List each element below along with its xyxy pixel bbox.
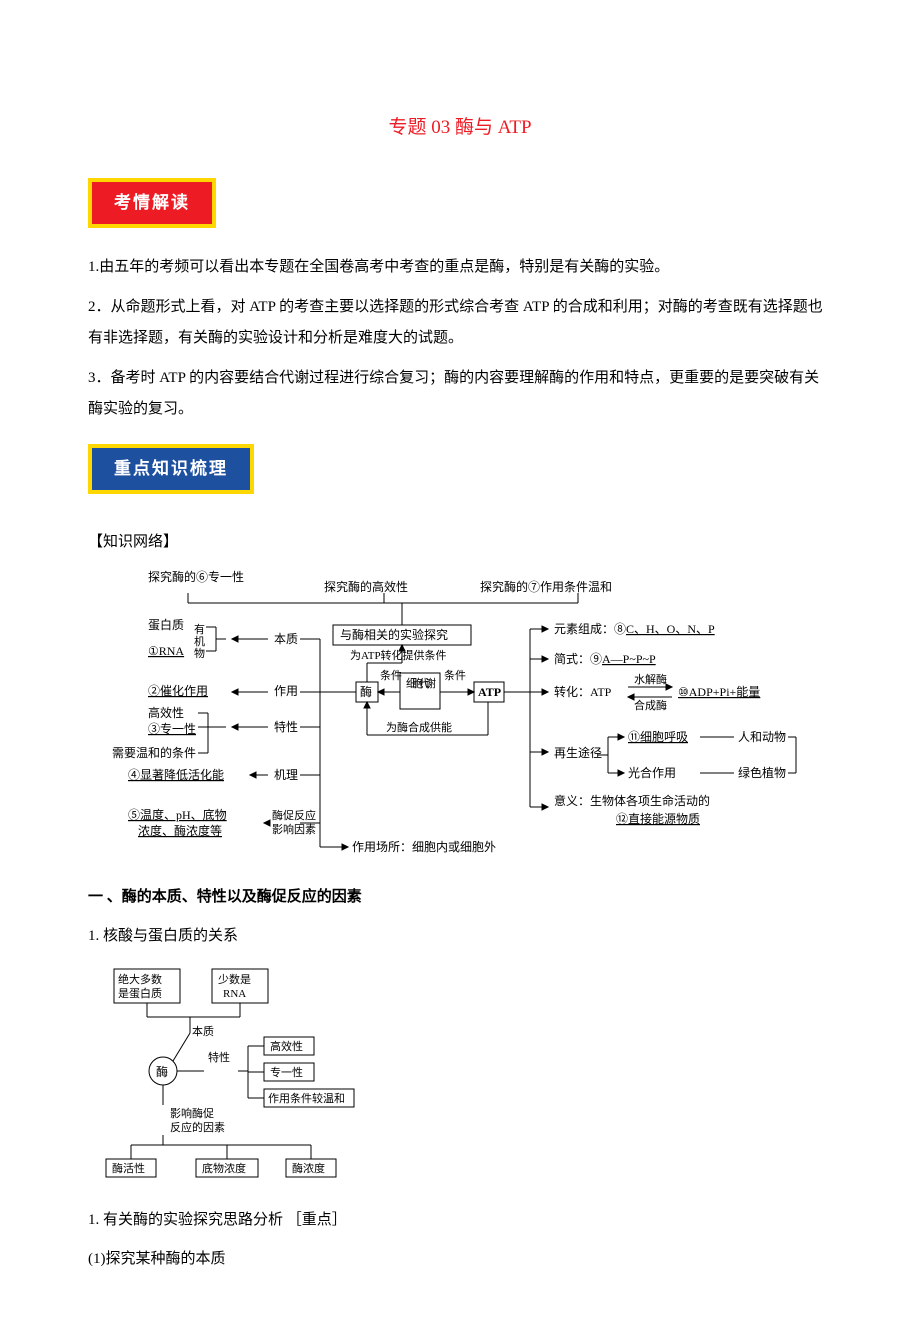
svg-text:反应的因素: 反应的因素 [170,1120,225,1134]
svg-text:高效性: 高效性 [270,1039,303,1053]
paragraph-1: 1.由五年的考频可以看出本专题在全国卷高考中考查的重点是酶，特别是有关酶的实验。 [88,252,832,284]
svg-text:机理: 机理 [274,768,298,782]
svg-text:作用条件较温和: 作用条件较温和 [268,1091,345,1105]
paragraph-3: 3．备考时 ATP 的内容要结合代谢过程进行综合复习；酶的内容要理解酶的作用和特… [88,363,832,426]
svg-text:②催化作用: ②催化作用 [148,684,208,698]
svg-text:酶促反应: 酶促反应 [272,808,316,822]
svg-text:条件: 条件 [444,668,466,682]
banner-knowledge: 重点知识梳理 [88,444,254,494]
svg-text:浓度、酶浓度等: 浓度、酶浓度等 [138,823,222,838]
svg-text:⑪细胞呼吸: ⑪细胞呼吸 [628,730,688,744]
svg-text:水解酶: 水解酶 [634,672,667,686]
section-1-heading: 一 、酶的本质、特性以及酶促反应的因素 [88,883,832,912]
concept-map-main: 探究酶的⑥专一性 探究酶的高效性 探究酶的⑦作用条件温和 与酶相关的实验探究 酶… [88,567,832,867]
svg-text:意义：生物体各项生命活动的: 意义：生物体各项生命活动的 [554,793,710,808]
svg-text:转化：ATP: 转化：ATP [554,684,612,699]
svg-text:条件: 条件 [380,668,402,682]
svg-text:探究酶的⑦作用条件温和: 探究酶的⑦作用条件温和 [480,579,612,594]
svg-text:作用: 作用 [274,684,298,698]
svg-text:③专一性: ③专一性 [148,721,196,736]
svg-text:底物浓度: 底物浓度 [202,1161,246,1175]
svg-text:为酶合成供能: 为酶合成供能 [386,720,452,734]
svg-text:本质: 本质 [274,632,298,646]
svg-text:酶活性: 酶活性 [112,1161,145,1175]
svg-text:高效性: 高效性 [148,705,184,720]
svg-text:细胞代谢: 细胞代谢 [406,676,436,690]
svg-text:作用场所：细胞内或细胞外: 作用场所：细胞内或细胞外 [352,840,496,854]
svg-text:RNA: RNA [223,988,246,1000]
svg-text:有: 有 [194,622,205,636]
svg-text:机: 机 [194,634,205,648]
svg-text:与酶相关的实验探究: 与酶相关的实验探究 [340,627,448,642]
svg-text:再生途径: 再生途径 [554,745,602,760]
bottom-item-1: 1. 有关酶的实验探究思路分析 ［重点］ [88,1205,832,1237]
svg-text:物: 物 [194,646,205,660]
svg-text:本质: 本质 [192,1024,214,1038]
svg-text:⑩ADP+Pi+能量: ⑩ADP+Pi+能量 [678,685,760,699]
svg-text:专一性: 专一性 [270,1065,303,1079]
svg-text:简式：⑨A—P~P~P: 简式：⑨A—P~P~P [554,652,656,666]
svg-text:特性: 特性 [208,1050,230,1064]
knowledge-network-label: 【知识网络】 [88,528,832,557]
svg-text:ATP: ATP [478,685,501,699]
svg-text:特性: 特性 [274,719,298,734]
svg-text:酶: 酶 [360,684,372,699]
svg-text:绿色植物: 绿色植物 [738,765,786,780]
subsection-1: 1. 核酸与蛋白质的关系 [88,921,832,953]
svg-text:元素组成：⑧C、H、O、N、P: 元素组成：⑧C、H、O、N、P [554,622,715,636]
svg-text:酶: 酶 [156,1064,168,1079]
svg-text:绝大多数: 绝大多数 [118,972,162,986]
svg-text:光合作用: 光合作用 [628,765,676,780]
svg-text:人和动物: 人和动物 [738,730,786,744]
svg-text:合成酶: 合成酶 [634,698,667,712]
svg-text:酶浓度: 酶浓度 [292,1161,325,1175]
svg-text:是蛋白质: 是蛋白质 [118,986,162,1000]
bottom-item-2: (1)探究某种酶的本质 [88,1244,832,1276]
svg-text:影响因素: 影响因素 [272,823,316,836]
page-title: 专题 03 酶与 ATP [88,110,832,146]
svg-text:为ATP转化提供条件: 为ATP转化提供条件 [350,648,447,662]
svg-text:探究酶的⑥专一性: 探究酶的⑥专一性 [148,569,244,584]
svg-text:①RNA: ①RNA [148,644,184,658]
svg-text:⑤温度、pH、底物: ⑤温度、pH、底物 [128,807,227,822]
concept-map-secondary: 绝大多数 是蛋白质 少数是 RNA 本质 酶 特性 高效性 专一性 作用条件较温… [88,961,418,1191]
svg-text:探究酶的高效性: 探究酶的高效性 [324,579,408,594]
svg-text:⑫直接能源物质: ⑫直接能源物质 [616,811,700,826]
svg-text:需要温和的条件: 需要温和的条件 [112,745,196,760]
svg-text:少数是: 少数是 [218,973,251,986]
svg-text:影响酶促: 影响酶促 [170,1106,214,1120]
svg-text:④显著降低活化能: ④显著降低活化能 [128,768,224,782]
banner-exam-analysis: 考情解读 [88,178,216,228]
svg-text:蛋白质: 蛋白质 [148,617,184,632]
paragraph-2: 2．从命题形式上看，对 ATP 的考查主要以选择题的形式综合考查 ATP 的合成… [88,292,832,355]
